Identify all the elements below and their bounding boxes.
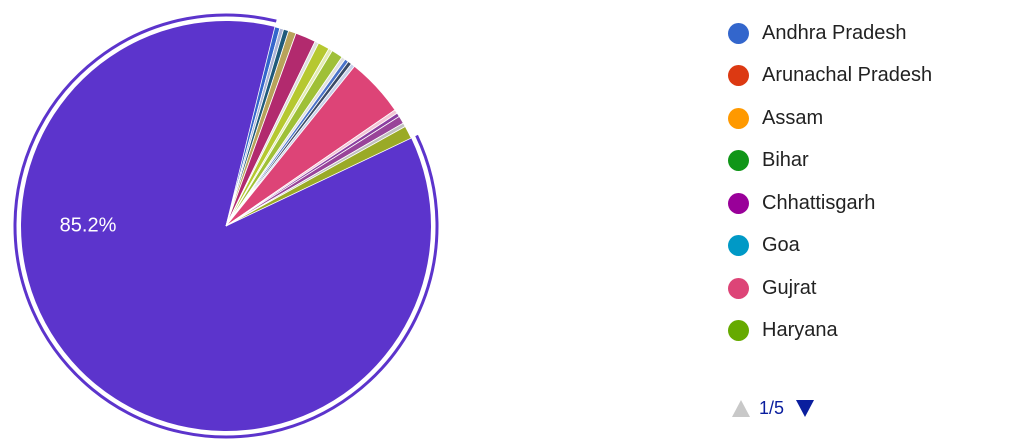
legend-swatch: [728, 192, 749, 214]
selected-slice-ring: [13, 13, 439, 439]
legend-item-bihar[interactable]: Bihar: [728, 140, 932, 183]
legend-swatch: [728, 277, 749, 299]
legend-swatch: [728, 65, 749, 87]
slice-data-label: 85.2%: [60, 214, 117, 236]
legend-label: Haryana: [762, 319, 838, 342]
legend-label: Assam: [762, 106, 824, 129]
legend-item-arunachal-pradesh[interactable]: Arunachal Pradesh: [728, 55, 932, 98]
legend-item-chhattisgarh[interactable]: Chhattisgarh: [728, 182, 932, 225]
legend-label: Arunachal Pradesh: [762, 64, 933, 87]
legend: Andhra Pradesh Arunachal Pradesh Assam B…: [728, 12, 932, 352]
pie-chart: 85.2%: [13, 13, 439, 439]
legend-page-indicator: 1/5: [759, 398, 785, 418]
legend-item-goa[interactable]: Goa: [728, 225, 932, 268]
legend-swatch: [728, 107, 749, 129]
legend-label: Bihar: [762, 149, 809, 172]
pie-slice[interactable]: [21, 20, 432, 431]
pie-slice[interactable]: [225, 125, 412, 227]
legend-label: Andhra Pradesh: [762, 21, 907, 44]
legend-label: Chhattisgarh: [762, 191, 876, 214]
legend-swatch: [728, 235, 749, 257]
legend-item-andhra-pradesh[interactable]: Andhra Pradesh: [728, 12, 932, 55]
legend-item-assam[interactable]: Assam: [728, 97, 932, 140]
legend-item-haryana[interactable]: Haryana: [728, 310, 932, 353]
legend-swatch: [728, 320, 749, 342]
legend-item-gujrat[interactable]: Gujrat: [728, 267, 932, 310]
legend-label: Gujrat: [762, 276, 817, 299]
legend-pager: 1/5: [732, 398, 815, 419]
triangle-up-icon[interactable]: [732, 400, 750, 417]
triangle-down-icon[interactable]: [796, 400, 815, 417]
legend-label: Goa: [762, 234, 800, 257]
legend-swatch: [728, 150, 749, 172]
legend-swatch: [728, 22, 749, 44]
